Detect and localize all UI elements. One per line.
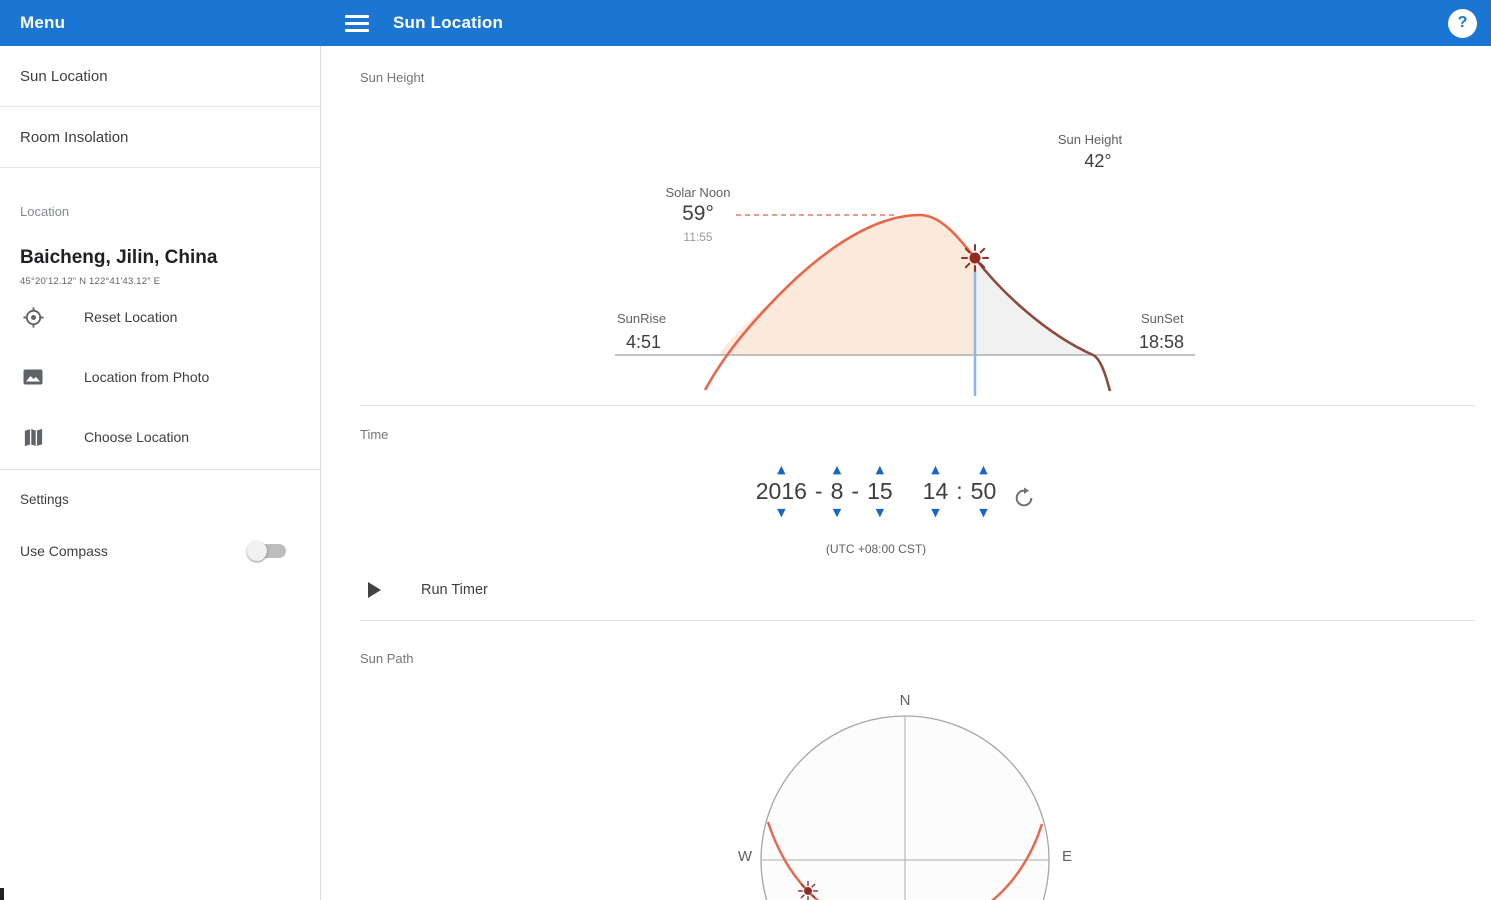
location-section-label: Location xyxy=(20,204,70,219)
sun-height-chart xyxy=(615,213,1195,396)
scrollbar-indicator[interactable] xyxy=(0,888,4,900)
month-spinner: ▲ 8 ▼ xyxy=(831,463,844,519)
page-title: Sun Location xyxy=(393,13,504,32)
use-compass-label: Use Compass xyxy=(20,543,108,559)
sun-path-compass xyxy=(760,715,1050,900)
sun-elevation-curve-past xyxy=(703,213,977,391)
compass-west-label: W xyxy=(737,848,753,865)
morning-area-fill xyxy=(718,215,975,355)
minute-up-arrow[interactable]: ▲ xyxy=(979,463,988,476)
minute-value[interactable]: 50 xyxy=(970,478,997,504)
topbar-main: Sun Location ? xyxy=(321,0,1491,46)
date-separator: - xyxy=(814,477,823,504)
hour-value[interactable]: 14 xyxy=(922,478,949,504)
nav-item-label: Room Insolation xyxy=(20,128,129,146)
toggle-knob xyxy=(247,541,267,561)
compass-north-label: N xyxy=(899,692,911,709)
hamburger-menu-icon[interactable] xyxy=(345,14,369,32)
date-separator: - xyxy=(851,477,860,504)
solar-noon-angle: 59° xyxy=(682,202,714,225)
timezone-label: (UTC +08:00 CST) xyxy=(825,542,927,556)
main-content: Sun Height Solar Noon 59° 11:55 Sun Heig… xyxy=(321,46,1491,900)
location-place-name[interactable]: Baicheng, Jilin, China xyxy=(20,247,218,268)
menu-title: Menu xyxy=(20,13,66,32)
current-sun-height-angle: 42° xyxy=(1084,151,1112,171)
section-divider xyxy=(360,620,1475,621)
sidebar: Sun Location Room Insolation Location Ba… xyxy=(0,46,321,900)
sun-path-section-label: Sun Path xyxy=(360,651,414,666)
afternoon-area-fill xyxy=(975,258,1093,355)
refresh-icon xyxy=(1015,487,1033,507)
reset-time-button[interactable] xyxy=(1013,487,1035,514)
sun-elevation-curve-future xyxy=(973,257,1112,392)
compass-east-label: E xyxy=(1061,848,1073,865)
year-spinner: ▲ 2016 ▼ xyxy=(756,463,807,519)
use-compass-toggle[interactable] xyxy=(247,541,286,561)
month-value[interactable]: 8 xyxy=(830,478,844,504)
datetime-spinner: ▲ 2016 ▼ - ▲ 8 ▼ - ▲ 15 ▼ ▲ 14 ▼ : ▲ 50 … xyxy=(750,463,1002,519)
sun-height-section-label: Sun Height xyxy=(360,70,425,85)
location-section: Location Baicheng, Jilin, China 45°20'12… xyxy=(0,204,320,467)
sidebar-header: Menu xyxy=(0,0,321,46)
run-timer-label: Run Timer xyxy=(421,582,488,598)
topbar: Menu Sun Location ? xyxy=(0,0,1491,46)
sunset-time: 18:58 xyxy=(1139,332,1185,352)
time-separator: : xyxy=(956,477,963,504)
sun-position-marker[interactable] xyxy=(961,244,989,272)
solar-noon-label: Solar Noon xyxy=(665,185,731,200)
nav-item-label: Sun Location xyxy=(20,67,108,85)
reset-location-button[interactable]: Reset Location xyxy=(20,287,300,347)
sidebar-item-room-insolation[interactable]: Room Insolation xyxy=(0,107,320,168)
photo-icon xyxy=(20,365,46,389)
hour-down-arrow[interactable]: ▼ xyxy=(931,506,940,519)
sunrise-label: SunRise xyxy=(617,311,667,326)
sidebar-item-sun-location[interactable]: Sun Location xyxy=(0,46,320,107)
settings-section-label: Settings xyxy=(20,492,69,507)
choose-location-label: Choose Location xyxy=(84,429,190,445)
help-icon: ? xyxy=(1457,14,1468,31)
sun-path-arc xyxy=(766,821,1044,900)
reset-location-label: Reset Location xyxy=(84,309,178,325)
map-icon xyxy=(20,425,46,449)
choose-location-button[interactable]: Choose Location xyxy=(20,407,300,467)
month-down-arrow[interactable]: ▼ xyxy=(832,506,842,519)
current-sun-height-label: Sun Height xyxy=(1057,132,1123,147)
year-down-arrow[interactable]: ▼ xyxy=(777,506,786,519)
location-from-photo-label: Location from Photo xyxy=(84,369,210,385)
month-up-arrow[interactable]: ▲ xyxy=(832,463,842,476)
location-from-photo-button[interactable]: Location from Photo xyxy=(20,347,300,407)
solar-noon-time: 11:55 xyxy=(683,230,713,244)
sidebar-divider xyxy=(0,469,320,470)
use-compass-row: Use Compass xyxy=(20,541,300,561)
sunset-label: SunSet xyxy=(1141,311,1184,326)
gps-target-icon xyxy=(20,305,46,329)
run-timer-button[interactable]: Run Timer xyxy=(360,570,488,610)
play-icon xyxy=(368,582,381,598)
day-down-arrow[interactable]: ▼ xyxy=(875,506,885,519)
minute-spinner: ▲ 50 ▼ xyxy=(971,463,997,519)
charts-canvas xyxy=(615,213,1195,900)
year-up-arrow[interactable]: ▲ xyxy=(777,463,786,476)
help-button[interactable]: ? xyxy=(1448,8,1477,38)
hour-up-arrow[interactable]: ▲ xyxy=(931,463,940,476)
day-value[interactable]: 15 xyxy=(867,478,893,504)
minute-down-arrow[interactable]: ▼ xyxy=(979,506,988,519)
year-value[interactable]: 2016 xyxy=(755,478,807,504)
hour-spinner: ▲ 14 ▼ xyxy=(923,463,949,519)
settings-section: Settings Use Compass xyxy=(0,492,320,561)
sun-path-position-marker[interactable] xyxy=(797,880,819,900)
location-coordinates: 45°20'12.12" N 122°41'43.12" E xyxy=(20,276,161,287)
day-up-arrow[interactable]: ▲ xyxy=(875,463,885,476)
time-section-label: Time xyxy=(360,427,389,442)
section-divider xyxy=(360,405,1475,406)
sunrise-time: 4:51 xyxy=(626,332,662,352)
day-spinner: ▲ 15 ▼ xyxy=(867,463,893,519)
